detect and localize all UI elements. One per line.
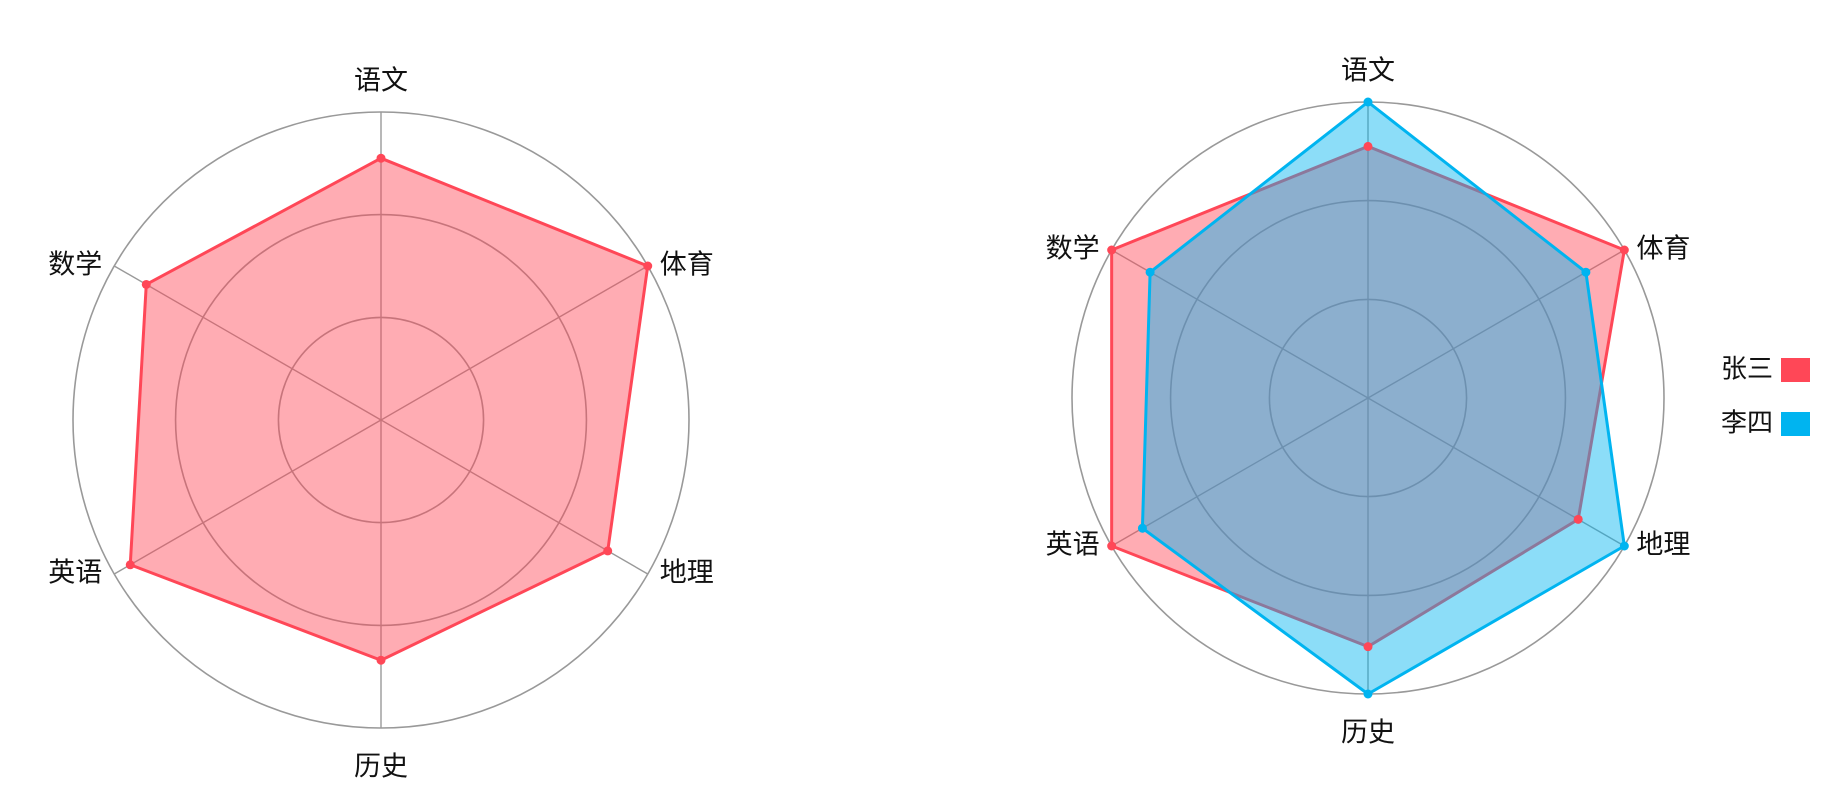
axis-spoke [380,419,649,575]
data-point [1363,97,1373,107]
series-area-2 [1140,100,1626,696]
axis-label: 体育 [1636,234,1690,265]
data-point [1619,245,1629,255]
data-point [141,279,151,289]
axis-label: 历史 [1341,718,1395,749]
data-point [1137,523,1147,533]
axis-label: 数学 [48,250,102,281]
axis-label: 地理 [660,558,714,589]
series-area-1 [128,156,650,662]
axis-label: 英语 [48,558,102,589]
data-point [1107,245,1117,255]
legend-label: 李四 [1721,409,1773,439]
axis-spoke [113,419,382,575]
data-point [643,261,653,271]
data-point [376,655,386,665]
legend-label: 张三 [1721,355,1773,385]
data-point [1363,642,1373,652]
data-point [1363,689,1373,699]
data-point [1363,141,1373,151]
data-point [1619,541,1629,551]
data-point [1145,267,1155,277]
data-point [1107,541,1117,551]
axis-label: 语文 [354,66,408,97]
axis-spoke [1111,397,1369,547]
data-point [376,153,386,163]
axis-label: 历史 [354,752,408,783]
axis-label: 体育 [660,250,714,281]
axis-label: 语文 [1341,56,1395,87]
axis-spoke [1367,249,1625,399]
data-point [125,560,135,570]
axis-spoke [113,265,382,421]
axis-label: 地理 [1636,530,1690,561]
legend-swatch [1781,358,1810,382]
axis-spoke [380,265,649,421]
axis-spoke [1111,249,1369,399]
legend-swatch [1781,412,1810,436]
data-point [603,546,613,556]
axis-label: 数学 [1046,234,1100,265]
data-point [1573,514,1583,524]
data-point [1581,267,1591,277]
axis-label: 英语 [1046,530,1100,561]
